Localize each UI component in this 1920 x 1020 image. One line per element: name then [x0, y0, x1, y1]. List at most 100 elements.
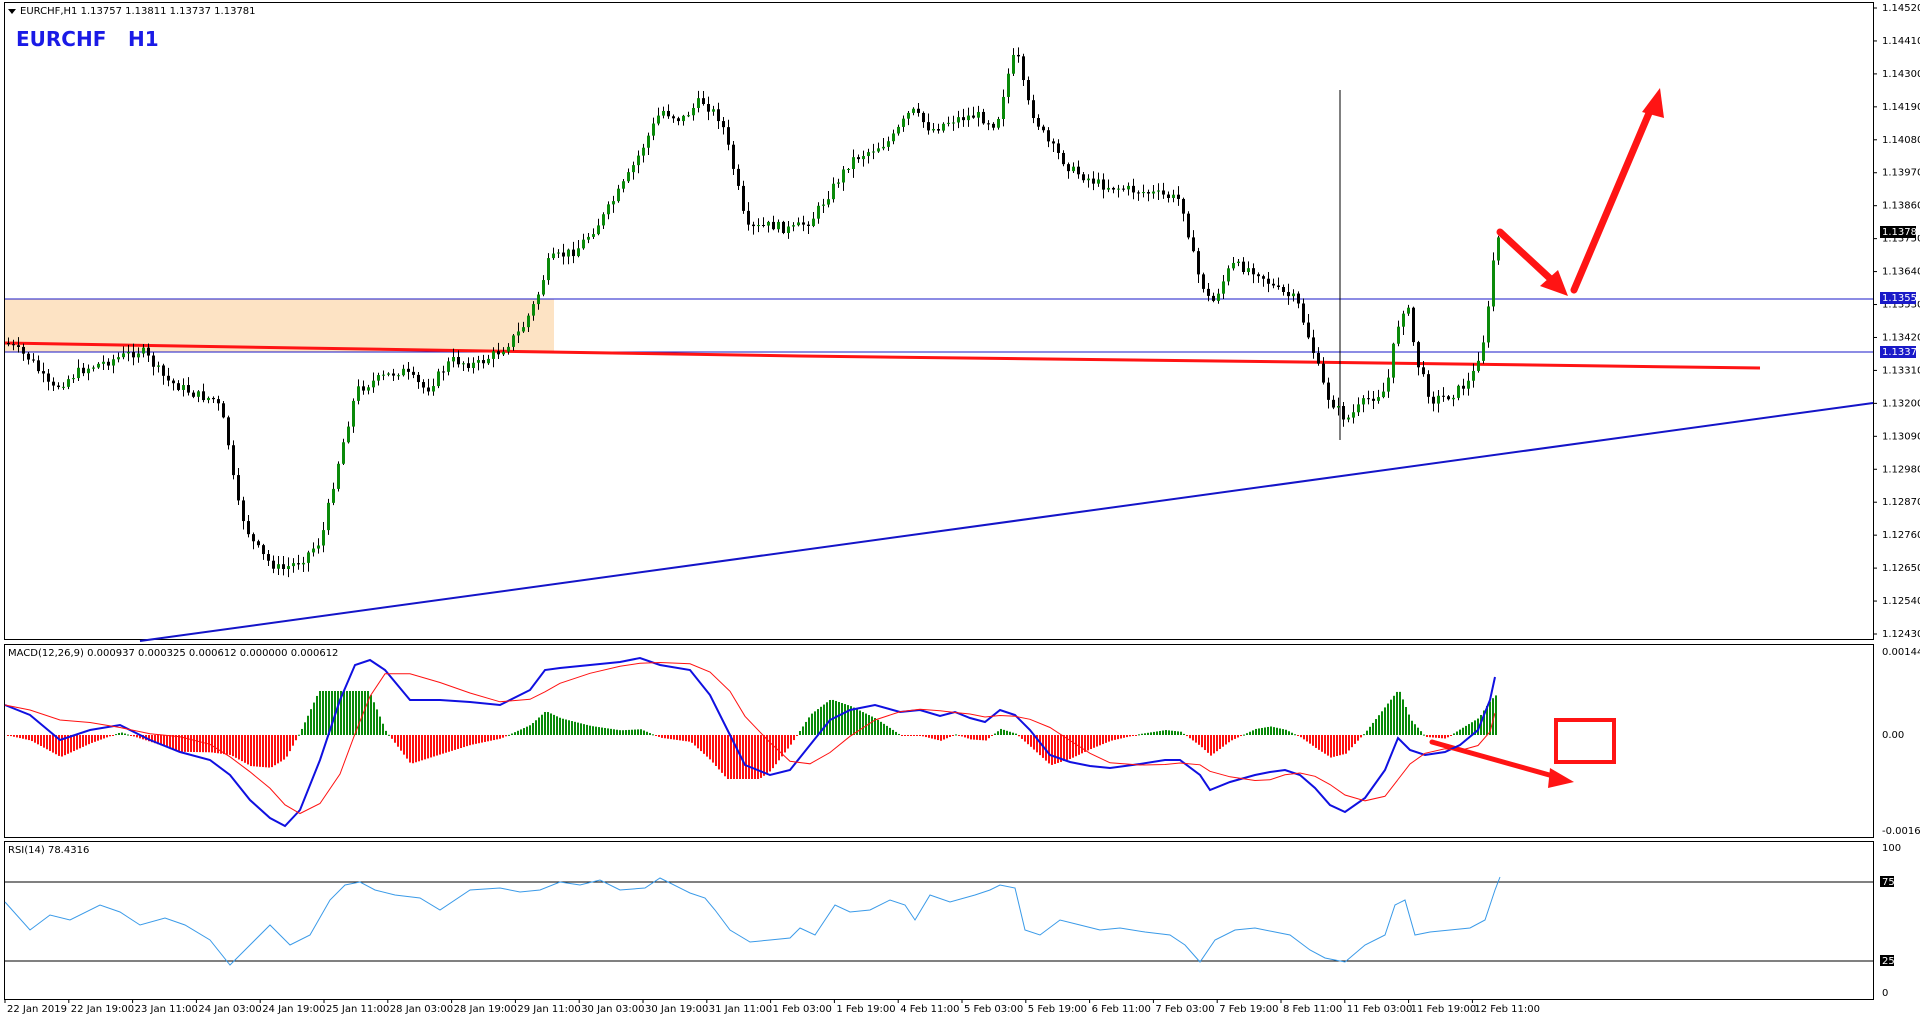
candle-body	[197, 391, 200, 397]
macd-hist-bar	[1048, 735, 1050, 764]
macd-hist-bar	[781, 735, 783, 757]
macd-hist-bar	[619, 730, 621, 735]
macd-hist-bar	[1309, 735, 1311, 744]
time-tick-label: 5 Feb 03:00	[964, 1004, 1023, 1015]
macd-hist-bar	[436, 735, 438, 756]
macd-hist-bar	[340, 691, 342, 735]
time-tick-label: 28 Jan 19:00	[454, 1004, 517, 1015]
candle-body	[682, 115, 685, 122]
candle-body	[872, 151, 875, 153]
macd-hist-bar	[955, 734, 957, 736]
candle-body	[727, 127, 730, 145]
macd-hist-bar	[1435, 735, 1437, 738]
candle-body	[262, 545, 265, 555]
candle-body	[657, 115, 660, 124]
macd-hist-bar	[1315, 735, 1317, 748]
macd-hist-bar	[1453, 733, 1455, 735]
macd-hist-bar	[1282, 729, 1284, 735]
candle-body	[82, 367, 85, 374]
current-price-label: 1.13781	[1882, 227, 1920, 238]
macd-hist-bar	[901, 735, 903, 736]
macd-hist-bar	[424, 735, 426, 760]
macd-hist-bar	[1093, 735, 1095, 748]
candle-body	[587, 236, 590, 240]
macd-hist-bar	[730, 735, 732, 779]
macd-hist-bar	[787, 735, 789, 749]
candle-body	[492, 351, 495, 359]
candle-body	[597, 225, 600, 235]
candle-body	[957, 117, 960, 123]
candle-body	[1097, 179, 1100, 184]
macd-hist-bar	[607, 728, 609, 735]
macd-hist-bar	[823, 704, 825, 735]
candle-body	[142, 347, 145, 354]
macd-arrow-head	[1548, 768, 1574, 788]
candle-body	[1372, 398, 1375, 401]
candle-body	[637, 155, 640, 166]
macd-hist-bar	[1345, 735, 1347, 754]
candle-body	[37, 360, 40, 372]
macd-hist-bar	[1021, 735, 1023, 739]
macd-hist-bar	[757, 735, 759, 779]
candle-body	[282, 564, 285, 569]
macd-axis-bottom: -0.001683	[1882, 826, 1920, 837]
candle-body	[107, 361, 110, 366]
candle-body	[162, 365, 165, 376]
candle-body	[1412, 307, 1415, 343]
macd-hist-bar	[1240, 735, 1242, 737]
macd-hist-bar	[76, 735, 78, 750]
time-tick-label: 7 Feb 19:00	[1219, 1004, 1278, 1015]
candle-body	[272, 560, 275, 569]
macd-hist-bar	[367, 691, 369, 735]
macd-hist-bar	[13, 735, 15, 737]
macd-arrow-shaft	[1429, 739, 1563, 781]
macd-hist-bar	[1357, 735, 1359, 741]
candle-body	[387, 373, 390, 375]
macd-hist-bar	[808, 717, 810, 735]
macd-hist-bar	[1153, 731, 1155, 735]
macd-hist-bar	[733, 735, 735, 779]
candle-body	[1067, 164, 1070, 172]
candle-body	[732, 144, 735, 169]
macd-hist-bar	[1012, 732, 1014, 735]
macd-hist-bar	[1477, 718, 1479, 735]
macd-hist-bar	[742, 735, 744, 779]
macd-hist-bar	[1279, 728, 1281, 735]
macd-hist-bar	[880, 721, 882, 735]
candle-body	[1212, 295, 1215, 301]
macd-hist-bar	[1348, 735, 1350, 751]
candle-body	[632, 165, 635, 173]
macd-hist-bar	[250, 735, 252, 767]
macd-hist-bar	[1051, 735, 1053, 765]
candle-body	[352, 400, 355, 427]
candle-body	[437, 371, 440, 387]
macd-hist-bar	[406, 735, 408, 759]
macd-hist-bar	[571, 721, 573, 735]
macd-hist-bar	[484, 735, 486, 742]
candle-body	[917, 108, 920, 113]
macd-hist-bar	[1132, 735, 1134, 736]
candle-body	[1472, 370, 1475, 381]
time-tick-label: 30 Jan 03:00	[581, 1004, 644, 1015]
macd-hist-bar	[448, 735, 450, 752]
macd-hist-bar	[1033, 735, 1035, 750]
macd-hist-bar	[652, 734, 654, 736]
macd-hist-bar	[784, 735, 786, 753]
candle-body	[1202, 274, 1205, 289]
macd-hist-bar	[805, 721, 807, 735]
macd-hist-bar	[1474, 720, 1476, 735]
macd-hist-bar	[61, 735, 63, 757]
macd-hist-bar	[1036, 735, 1038, 753]
candle-body	[1002, 96, 1005, 119]
candle-body	[1167, 194, 1170, 198]
price-tick-label: 1.14080	[1882, 135, 1920, 146]
menu-caret-icon[interactable]	[8, 9, 16, 14]
rsi-axis-100: 100	[1882, 843, 1901, 854]
candle-body	[407, 368, 410, 372]
level-lower-tag	[1880, 346, 1916, 358]
candle-body	[1177, 194, 1180, 199]
candle-body	[57, 385, 60, 388]
macd-hist-bar	[1462, 727, 1464, 735]
macd-hist-bar	[106, 735, 108, 738]
macd-hist-bar	[115, 734, 117, 736]
